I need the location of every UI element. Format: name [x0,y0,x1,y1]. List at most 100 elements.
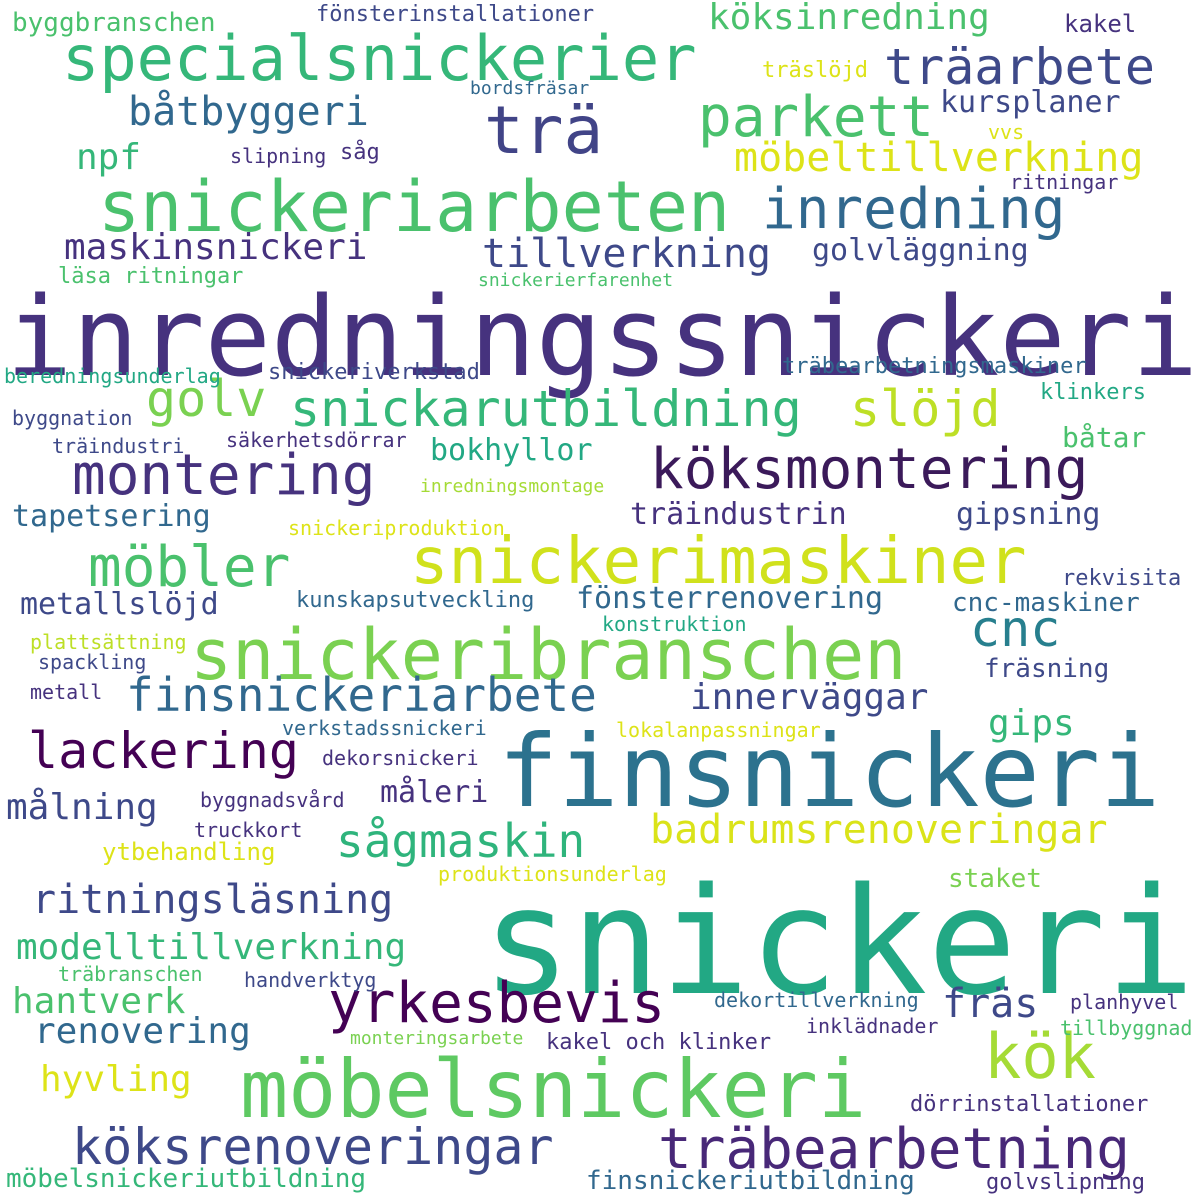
word: dekorsnickeri [322,746,479,770]
word: staket [948,864,1042,894]
word: klinkers [1040,380,1146,405]
word: möbeltillverkning [734,135,1144,181]
word: snickeribranschen [190,614,907,696]
word: snickeri [482,856,1195,1028]
word: golvslipning [986,1170,1145,1195]
word: båtbyggeri [128,89,369,135]
word: npf [76,137,142,178]
word: dekortillverkning [714,988,919,1012]
word: fönsterrenovering [576,581,884,616]
word: hyvling [40,1059,192,1100]
word: kakel och klinker [546,1030,772,1055]
word: snickeriarbeten [98,166,731,248]
word: snickeriverkstad [268,360,480,385]
word: inredning [762,177,1066,242]
word: tillverkning [482,231,771,277]
word: cnc-maskiner [952,588,1140,618]
word: kunskapsutveckling [296,588,535,613]
word: verkstadssnickeri [282,716,487,740]
word: sågmaskin [336,814,586,868]
word: träbearbetningsmaskiner [782,354,1087,379]
word: gips [988,703,1075,744]
word: köksrenoveringar [72,1118,554,1176]
word: konstruktion [602,612,747,636]
word: rekvisita [1062,566,1182,591]
word: lokalanpassningar [616,718,821,742]
word: byggnadsvård [200,788,345,812]
word: golv [146,370,267,428]
word: finsnickeri [498,713,1161,830]
word: renovering [34,1011,251,1052]
word: byggnation [12,406,133,430]
word: golvläggning [812,233,1029,268]
word: kursplaner [940,85,1121,120]
word: hantverk [12,981,186,1022]
word: beredningsunderlag [4,364,221,388]
word: plattsättning [30,630,187,654]
word: slipning [230,144,327,168]
word: möbler [88,535,291,600]
word: ytbehandling [102,838,276,866]
word: tillbyggnad [1060,1016,1193,1040]
word: träarbete [884,38,1155,96]
word: snickarutbildning [290,380,802,438]
word: vvs [988,120,1025,144]
word: metall [30,680,103,704]
word: dörrinstallationer [910,1092,1149,1117]
word: planhyvel [1070,990,1179,1014]
word: träbearbetning [658,1117,1131,1182]
word: snickeriproduktion [288,516,505,540]
word: specialsnickerier [62,22,697,95]
word: monteringsarbete [350,1028,524,1049]
word: produktionsunderlag [438,862,667,886]
word: bokhyllor [430,433,593,468]
word: köksinredning [708,0,990,38]
word: slöjd [850,380,1001,438]
word: säkerhetsdörrar [226,428,407,452]
word: fräs [942,981,1039,1027]
word: träindustrin [630,497,847,532]
word: modelltillverkning [16,927,407,968]
word: parkett [698,85,935,150]
word: träindustri [52,434,185,458]
word: träbranschen [58,962,203,986]
word: kök [984,1020,1096,1093]
word: inredningssnickeri [6,273,1199,401]
word: maskinsnickeri [64,227,368,268]
word: byggbranschen [12,8,216,38]
word: målning [6,787,158,828]
word: läsa ritningar [58,264,244,289]
word: cnc [970,600,1061,658]
word: montering [72,443,376,508]
word: snickerimaskiner [410,525,1027,599]
word: fönsterinstallationer [316,2,595,27]
word: spackling [38,650,147,674]
word: trä [484,92,604,169]
word: möbelsnickeri [240,1043,867,1136]
word: metallslöjd [20,587,219,622]
word: såg [340,140,380,165]
word: träslöjd [762,58,868,83]
word: handverktyg [244,968,377,992]
word: fräsning [984,654,1110,684]
word: bordsfräsar [470,78,590,99]
word: köksmontering [650,437,1089,502]
word: kakel [1064,10,1137,38]
word: måleri [380,775,489,810]
word: finsnickeriutbildning [586,1166,915,1196]
word: tapetsering [12,499,211,534]
word: snickerierfarenhet [478,270,674,291]
word: yrkesbevis [328,971,666,1036]
word: innerväggar [690,677,929,718]
word: gipsning [956,497,1101,532]
word: badrumsrenoveringar [650,807,1108,853]
word: inredningsmontage [420,476,605,497]
word: lackering [28,722,299,780]
word: truckkort [194,818,303,842]
word: möbelsnickeriutbildning [6,1164,367,1194]
word: båtar [1062,421,1147,454]
word: ritningsläsning [32,877,394,923]
word: ritningar [1010,170,1119,194]
word: finsnickeriarbete [126,668,597,722]
